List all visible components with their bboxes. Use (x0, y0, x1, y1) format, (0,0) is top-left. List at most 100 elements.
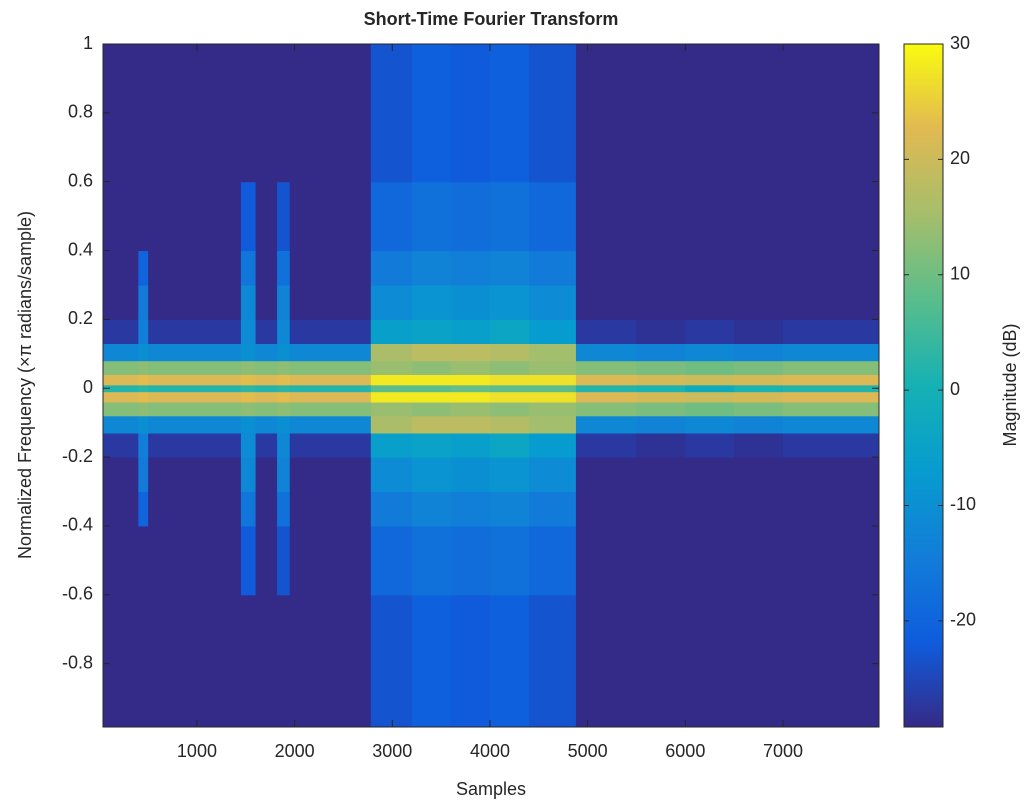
heatmap-cell (277, 374, 291, 386)
heatmap-cell (782, 374, 880, 386)
heatmap-cell (450, 181, 491, 252)
colorbar-tick-label: -20 (950, 610, 976, 630)
heatmap-cell (148, 374, 242, 386)
heatmap-cell (734, 391, 784, 403)
heatmap-cell (636, 360, 686, 375)
heatmap-cell (685, 391, 735, 403)
heatmap-cell (636, 343, 686, 362)
heatmap-cell (529, 433, 577, 458)
heatmap-cell (240, 594, 257, 728)
heatmap-cell (450, 343, 491, 362)
heatmap-cell (411, 384, 452, 393)
heatmap-cell (240, 343, 257, 362)
heatmap-cell (734, 343, 784, 362)
x-tick-label: 1000 (177, 741, 217, 761)
heatmap-cell (240, 525, 257, 596)
heatmap-cell (103, 457, 139, 493)
heatmap-cell (289, 491, 372, 527)
heatmap-cell (734, 402, 784, 417)
heatmap-cell (240, 250, 257, 286)
heatmap-cell (782, 319, 880, 345)
heatmap-cell (277, 594, 291, 728)
heatmap-cell (148, 391, 242, 403)
heatmap-cell (489, 319, 530, 345)
heatmap-cell (489, 391, 530, 403)
heatmap-cell (138, 594, 149, 728)
heatmap-cell (529, 384, 577, 393)
heatmap-cell (489, 181, 530, 252)
heatmap-cell (255, 594, 278, 728)
heatmap-cell (240, 181, 257, 252)
heatmap-cell (636, 525, 686, 596)
heatmap-cell (734, 284, 784, 320)
heatmap-cell (685, 457, 735, 493)
heatmap-cell (370, 343, 413, 362)
y-tick-label: 0.6 (68, 170, 93, 190)
colorbar-tick-label: -10 (950, 494, 976, 514)
y-tick-label: -0.2 (62, 446, 93, 466)
colorbar-tick-label: 20 (950, 148, 970, 168)
heatmap-cell (240, 433, 257, 458)
heatmap-cell (370, 402, 413, 417)
heatmap-cell (289, 343, 372, 362)
heatmap-cell (240, 360, 257, 375)
heatmap-cell (255, 525, 278, 596)
y-tick-label: -0.6 (62, 584, 93, 604)
heatmap-cell (734, 374, 784, 386)
y-tick-label: -0.8 (62, 652, 93, 672)
heatmap-cell (103, 319, 139, 345)
heatmap-cell (782, 384, 880, 393)
heatmap-cell (411, 402, 452, 417)
heatmap-cell (138, 402, 149, 417)
heatmap-cell (138, 525, 149, 596)
heatmap-cell (370, 44, 413, 183)
heatmap-cell (450, 384, 491, 393)
heatmap-cell (529, 284, 577, 320)
heatmap-cell (277, 384, 291, 393)
heatmap-cell (277, 457, 291, 493)
heatmap-cell (529, 594, 577, 728)
heatmap-cell (411, 491, 452, 527)
heatmap-cell (489, 457, 530, 493)
heatmap-cell (636, 44, 686, 183)
heatmap-cell (148, 44, 242, 183)
heatmap-cell (734, 457, 784, 493)
heatmap-cell (277, 343, 291, 362)
heatmap-cell (148, 594, 242, 728)
heatmap-cell (575, 181, 637, 252)
heatmap-cell (138, 391, 149, 403)
heatmap-cell (148, 415, 242, 434)
heatmap-cell (103, 433, 139, 458)
heatmap-cell (529, 44, 577, 183)
heatmap-cell (240, 374, 257, 386)
heatmap-cell (411, 284, 452, 320)
heatmap-cell (575, 433, 637, 458)
heatmap-cell (529, 343, 577, 362)
heatmap-cell (411, 433, 452, 458)
heatmap-cell (103, 415, 139, 434)
heatmap-cell (103, 360, 139, 375)
heatmap-cell (148, 384, 242, 393)
heatmap-cell (411, 319, 452, 345)
colorbar-tick-label: 0 (950, 379, 960, 399)
heatmap-cell (138, 250, 149, 286)
heatmap-cell (782, 491, 880, 527)
heatmap-cell (489, 374, 530, 386)
heatmap-cell (685, 525, 735, 596)
heatmap-cell (277, 491, 291, 527)
heatmap-cell (370, 415, 413, 434)
heatmap-cell (529, 360, 577, 375)
heatmap-cell (411, 360, 452, 375)
heatmap-cell (450, 594, 491, 728)
heatmap-cell (734, 360, 784, 375)
heatmap-cell (685, 360, 735, 375)
heatmap-cell (411, 525, 452, 596)
heatmap-cell (148, 181, 242, 252)
heatmap-cell (277, 284, 291, 320)
heatmap-cell (636, 384, 686, 393)
heatmap-cell (685, 181, 735, 252)
x-tick-label: 6000 (665, 741, 705, 761)
heatmap-cell (255, 250, 278, 286)
heatmap-cell (636, 594, 686, 728)
heatmap-cell (411, 250, 452, 286)
